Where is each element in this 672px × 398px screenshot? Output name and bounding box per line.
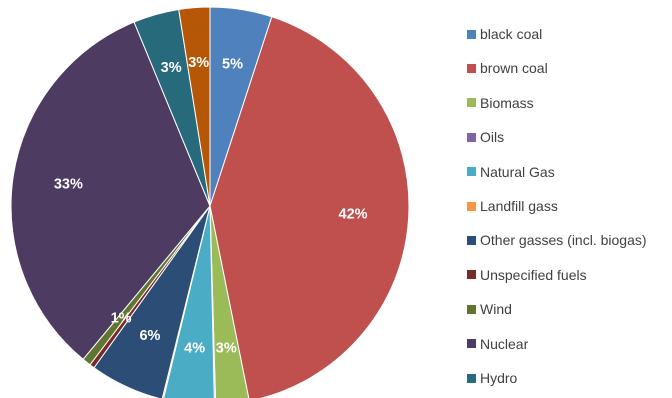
- data-label-hydro: 3%: [161, 60, 182, 76]
- legend-item-black-coal: black coal: [467, 24, 542, 44]
- legend-label: Other gasses (incl. biogas): [480, 232, 647, 249]
- data-label-wind: 1%: [111, 310, 132, 326]
- data-label-other: 3%: [188, 55, 209, 71]
- legend-label: Nuclear: [480, 335, 529, 352]
- legend-label: Biomass: [480, 94, 534, 111]
- legend-swatch: [467, 373, 476, 383]
- legend-swatch: [467, 304, 476, 314]
- legend-label: Oils: [480, 129, 505, 146]
- legend-item-natural-gas: Natural Gas: [467, 162, 555, 182]
- legend-item-wind: Wind: [467, 299, 512, 319]
- data-label-natural-gas: 4%: [184, 340, 205, 356]
- pie-slice-natural-gas: [163, 205, 215, 398]
- data-label-biomass: 3%: [216, 340, 237, 356]
- legend-swatch: [467, 132, 476, 142]
- pie-chart: 5% 42% 3% 4% 6% 1% 33% 3% 3%: [10, 6, 410, 398]
- legend-item-oils: Oils: [467, 127, 504, 147]
- pie-slice-other: [178, 6, 211, 207]
- legend-swatch: [467, 235, 476, 245]
- legend-item-brown-coal: brown coal: [467, 58, 548, 78]
- legend-label: Hydro: [480, 370, 518, 386]
- legend-label: black coal: [480, 26, 543, 42]
- legend-item-landfill-gass: Landfill gass: [467, 196, 558, 216]
- legend-swatch: [467, 339, 476, 349]
- legend-swatch: [467, 29, 476, 39]
- legend-swatch: [467, 98, 476, 108]
- legend-swatch: [467, 270, 476, 280]
- data-label-black-coal: 5%: [222, 57, 243, 73]
- legend-label: brown coal: [480, 60, 548, 77]
- legend-label: Wind: [480, 301, 512, 318]
- legend-label: Unspecified fuels: [480, 266, 587, 283]
- legend-item-unspecified-fuels: Unspecified fuels: [467, 265, 587, 285]
- legend-label: Landfill gass: [480, 198, 558, 214]
- legend-swatch: [467, 201, 476, 211]
- legend-label: Natural Gas: [480, 163, 555, 180]
- legend-swatch: [467, 167, 476, 177]
- data-label-brown-coal: 42%: [339, 206, 368, 222]
- pie-slice-brown-coal: [209, 16, 410, 398]
- legend-item-nuclear: Nuclear: [467, 334, 528, 354]
- legend-item-other-gasses-incl-biogas: Other gasses (incl. biogas): [467, 230, 647, 250]
- legend-item-biomass: Biomass: [467, 93, 534, 113]
- legend-swatch: [467, 63, 476, 73]
- legend: black coal brown coal Biomass Oils Natural G…: [457, 20, 672, 398]
- data-label-other-gasses-incl-biogas: 6%: [139, 328, 160, 344]
- pie-slice-nuclear: [10, 21, 211, 360]
- data-label-nuclear: 33%: [54, 177, 83, 193]
- pie-slice-biomass: [209, 205, 250, 398]
- legend-item-hydro: Hydro: [467, 368, 517, 388]
